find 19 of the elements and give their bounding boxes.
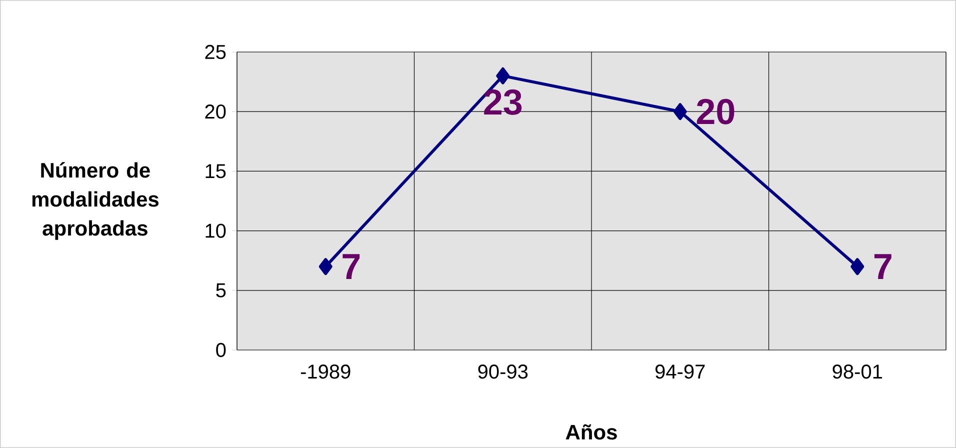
y-tick-label: 5 [216,283,226,298]
y-tick-label: 25 [205,44,226,60]
data-label: 23 [484,89,522,115]
point [318,258,332,276]
point [850,258,864,276]
y-tick-label: 20 [205,104,226,119]
x-tick-label: 98-01 [832,364,882,379]
x-tick-label: 90-93 [478,364,528,379]
x-tick-label: -1989 [300,364,350,379]
x-tick-label: 94-97 [655,364,705,379]
x-axis-title: Años [566,424,617,440]
point [673,103,687,120]
data-label: 7 [874,254,892,279]
point [496,67,510,84]
y-tick-label: 10 [206,224,226,238]
data-label: 7 [342,254,360,279]
y-axis-title: Número de modalidades aprobadas [32,162,159,240]
y-tick-label: 0 [216,342,226,358]
y-tick-label: 15 [206,164,226,178]
